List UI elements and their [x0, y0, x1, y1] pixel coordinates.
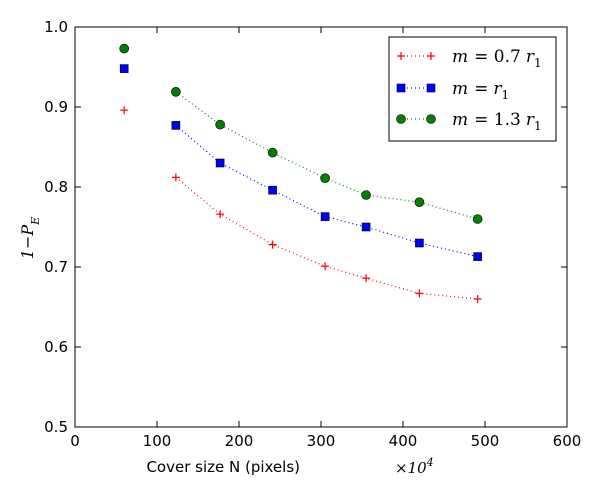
- legend: m = 0.7 r1 m = r1 m = 1.3 r1: [388, 36, 557, 142]
- x-tick-label: 0: [70, 432, 80, 450]
- data-point: [414, 197, 425, 207]
- data-point: [361, 190, 371, 200]
- data-point: [321, 262, 330, 271]
- data-point: [216, 210, 225, 219]
- x-axis-label: Cover size N (pixels): [146, 458, 300, 476]
- series-0: [120, 106, 482, 303]
- legend-entry-0: m = 0.7 r1: [397, 47, 542, 70]
- series-2: [119, 43, 483, 224]
- plot-area: [119, 43, 483, 303]
- x-tick-label: 200: [225, 432, 254, 450]
- data-point: [415, 238, 424, 248]
- legend-entry-1: m = r1: [396, 79, 509, 102]
- data-point: [171, 121, 181, 130]
- data-point: [320, 212, 330, 221]
- x-tick-label: 600: [553, 432, 582, 450]
- x-tick-label: 500: [471, 432, 500, 450]
- y-tick-label: 0.9: [44, 98, 68, 116]
- data-point: [120, 106, 129, 115]
- legend-box: [388, 36, 557, 142]
- y-tick-label: 1.0: [44, 18, 68, 36]
- y-axis-label: 1−PE: [18, 217, 42, 259]
- data-point: [119, 64, 129, 73]
- axes: 0 100 200 300 400 500 600 0.5 0.6 0.7 0.8 0.9 1.0: [44, 18, 581, 450]
- legend-entry-2: m = 1.3 r1: [396, 110, 542, 133]
- y-tick-label: 0.5: [44, 418, 68, 436]
- legend-marker-2: [396, 114, 436, 124]
- data-point: [171, 87, 181, 97]
- y-tick-label: 0.7: [44, 258, 68, 276]
- data-point: [473, 295, 482, 303]
- x-tick-label: 300: [307, 432, 336, 450]
- data-point: [320, 173, 330, 183]
- data-point: [362, 274, 371, 283]
- y-tick-label: 0.6: [44, 338, 68, 356]
- data-point: [171, 173, 180, 182]
- legend-label-2: m = 1.3 r1: [452, 110, 542, 133]
- data-point: [472, 214, 483, 224]
- data-point: [473, 252, 482, 261]
- data-point: [215, 119, 225, 130]
- legend-label-1: m = r1: [452, 79, 509, 102]
- legend-marker-0: [397, 52, 435, 60]
- data-point: [119, 43, 129, 54]
- data-point: [415, 289, 424, 298]
- series-1: [119, 64, 482, 261]
- data-point: [268, 185, 277, 195]
- x-tick-label: 100: [143, 432, 172, 450]
- x-axis-multiplier: ×104: [395, 456, 434, 477]
- y-tick-label: 0.8: [44, 178, 68, 196]
- legend-label-0: m = 0.7 r1: [452, 47, 542, 70]
- legend-marker-1: [396, 83, 436, 93]
- data-point: [267, 147, 278, 158]
- data-point: [361, 222, 371, 232]
- data-point: [268, 240, 277, 249]
- data-point: [215, 158, 225, 168]
- x-tick-label: 400: [389, 432, 418, 450]
